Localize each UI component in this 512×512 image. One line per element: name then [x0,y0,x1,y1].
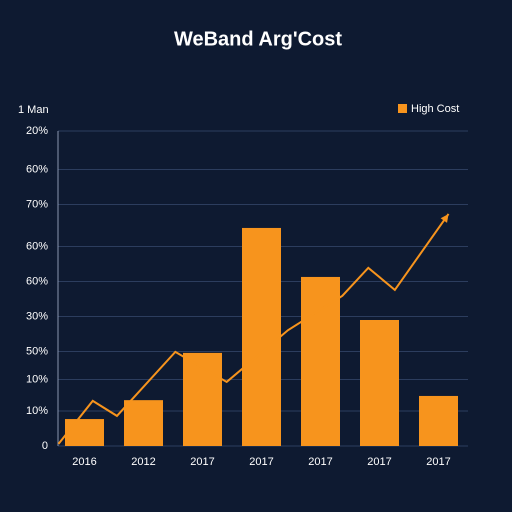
legend-swatch [398,104,407,113]
arrow-head [440,213,449,223]
y-tick-label: 60% [26,163,48,175]
y-tick-label: 60% [26,240,48,252]
y-tick-label: 0 [42,440,48,452]
legend-label: High Cost [411,103,459,115]
x-tick-label: 2017 [308,456,332,468]
y-tick-label: 60% [26,275,48,287]
x-tick-label: 2016 [72,456,96,468]
x-tick-label: 2012 [131,456,155,468]
y-tick-label: 20% [26,125,48,137]
bar [124,400,163,446]
x-tick-label: 2017 [426,456,450,468]
x-tick-label: 2017 [190,456,214,468]
x-tick-label: 2017 [249,456,273,468]
trend-line [57,213,450,445]
y-tick-label: 10% [26,373,48,385]
bar [65,419,104,446]
x-tick-label: 2017 [367,456,391,468]
y-tick-label: 10% [26,405,48,417]
y-tick-label: 30% [26,310,48,322]
y-tick-label: 70% [26,198,48,210]
y-tick-label: 50% [26,345,48,357]
chart-title: WeBand Arg'Cost [174,28,342,50]
y-axis-label: 1 Man [18,104,49,116]
bar [360,320,399,446]
bar [242,227,281,446]
bar [419,395,458,446]
bar [301,276,340,446]
